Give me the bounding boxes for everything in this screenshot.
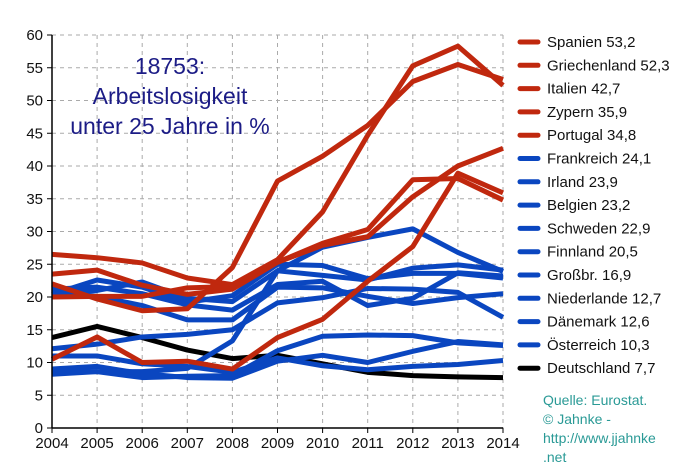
legend-item: Österreich 10,3 bbox=[517, 336, 650, 354]
legend-label: Deutschland 7,7 bbox=[547, 360, 655, 377]
y-tick-label: 45 bbox=[26, 125, 43, 142]
legend-item: Irland 23,9 bbox=[517, 174, 618, 191]
series-line bbox=[51, 262, 504, 305]
legend-label: Frankreich 24,1 bbox=[547, 151, 651, 168]
legend-label: Großbr. 16,9 bbox=[547, 267, 631, 284]
legend-label: Österreich 10,3 bbox=[547, 336, 650, 354]
legend-label: Italien 42,7 bbox=[547, 81, 620, 98]
title-line-1: 18753: bbox=[135, 53, 205, 79]
x-tick-label: 2004 bbox=[35, 435, 68, 452]
legend-label: Irland 23,9 bbox=[547, 174, 618, 191]
series-line bbox=[51, 332, 504, 381]
legend-label: Belgien 23,2 bbox=[547, 197, 630, 214]
y-tick-label: 20 bbox=[26, 289, 43, 306]
chart-title: 18753: Arbeitslosigkeit unter 25 Jahre i… bbox=[70, 53, 269, 139]
x-tick-label: 2014 bbox=[486, 435, 519, 452]
legend-item: Griechenland 52,3 bbox=[517, 57, 670, 74]
series-line bbox=[51, 61, 504, 314]
legend-item: Zypern 35,9 bbox=[517, 104, 627, 121]
y-tick-label: 25 bbox=[26, 256, 43, 273]
legend-label: Portugal 34,8 bbox=[547, 127, 636, 144]
series-line bbox=[51, 43, 505, 288]
source-line-2: © Jahnke - bbox=[543, 411, 611, 427]
legend-item: Portugal 34,8 bbox=[517, 127, 636, 144]
y-tick-label: 55 bbox=[26, 60, 43, 77]
y-tick-label: 50 bbox=[26, 93, 43, 110]
legend-item: Dänemark 12,6 bbox=[517, 314, 650, 331]
series-line bbox=[50, 170, 504, 372]
legend-item: Schweden 22,9 bbox=[517, 220, 650, 237]
source-note: Quelle: Eurostat. © Jahnke - http://www.… bbox=[543, 392, 656, 465]
source-line-1: Quelle: Eurostat. bbox=[543, 392, 647, 408]
legend-label: Finnland 20,5 bbox=[547, 244, 638, 261]
legend-label: Niederlande 12,7 bbox=[547, 290, 661, 307]
y-axis-ticks: 0 5 10 15 20 25 30 35 40 45 50 55 60 bbox=[26, 27, 52, 437]
x-tick-label: 2011 bbox=[352, 435, 384, 452]
legend-item: Frankreich 24,1 bbox=[517, 151, 651, 168]
y-tick-label: 35 bbox=[26, 191, 43, 208]
legend-label: Schweden 22,9 bbox=[547, 220, 650, 237]
title-line-2: Arbeitslosigkeit bbox=[93, 83, 248, 109]
legend-item: Spanien 53,2 bbox=[517, 34, 635, 51]
x-tick-label: 2006 bbox=[126, 435, 159, 452]
series-line bbox=[51, 270, 504, 313]
x-tick-label: 2009 bbox=[261, 435, 294, 452]
y-tick-label: 30 bbox=[26, 224, 43, 241]
source-link-suffix[interactable]: .net bbox=[543, 449, 566, 465]
series-line bbox=[51, 323, 504, 381]
x-tick-label: 2008 bbox=[216, 435, 249, 452]
series-line bbox=[52, 353, 504, 375]
y-tick-label: 0 bbox=[35, 420, 43, 437]
legend-label: Dänemark 12,6 bbox=[547, 314, 650, 331]
y-tick-label: 10 bbox=[26, 355, 43, 372]
y-tick-label: 40 bbox=[26, 158, 43, 175]
legend-label: Zypern 35,9 bbox=[547, 104, 627, 121]
y-tick-label: 60 bbox=[26, 27, 43, 44]
legend-item: Deutschland 7,7 bbox=[517, 360, 655, 377]
x-tick-label: 2005 bbox=[80, 435, 113, 452]
legend-item: Italien 42,7 bbox=[517, 81, 620, 98]
legend-label: Griechenland 52,3 bbox=[547, 57, 670, 74]
y-tick-label: 5 bbox=[35, 387, 43, 404]
x-tick-label: 2012 bbox=[396, 435, 429, 452]
legend: Spanien 53,2 Griechenland 52,3 Italien 42,… bbox=[517, 34, 670, 377]
source-link[interactable]: http://www.jjahnke bbox=[543, 430, 656, 446]
x-tick-label: 2010 bbox=[306, 435, 339, 452]
x-tick-label: 2007 bbox=[171, 435, 204, 452]
x-tick-label: 2013 bbox=[441, 435, 474, 452]
x-axis-ticks: 2004 2005 2006 2007 2008 2009 2010 2011 2012 2013… bbox=[35, 428, 520, 452]
legend-label: Spanien 53,2 bbox=[547, 34, 635, 51]
legend-item: Niederlande 12,7 bbox=[517, 290, 661, 307]
legend-item: Finnland 20,5 bbox=[517, 244, 638, 261]
y-tick-label: 15 bbox=[26, 322, 43, 339]
legend-item: Belgien 23,2 bbox=[517, 197, 630, 214]
title-line-3: unter 25 Jahre in % bbox=[70, 113, 269, 139]
series-lines bbox=[50, 43, 505, 381]
legend-item: Großbr. 16,9 bbox=[517, 267, 631, 284]
